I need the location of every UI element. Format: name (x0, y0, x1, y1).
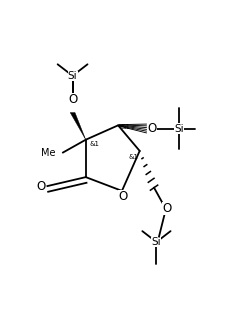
Text: Me: Me (41, 148, 55, 158)
Text: &1: &1 (89, 141, 99, 147)
Text: O: O (162, 202, 171, 215)
Text: O: O (118, 190, 127, 203)
Polygon shape (70, 113, 86, 140)
Text: &1: &1 (128, 154, 139, 160)
Text: Si: Si (174, 124, 184, 134)
Text: O: O (36, 179, 45, 193)
Text: O: O (147, 122, 157, 135)
Text: Si: Si (152, 237, 161, 247)
Text: Si: Si (68, 71, 77, 81)
Text: &1: &1 (120, 124, 130, 130)
Text: O: O (68, 93, 77, 106)
